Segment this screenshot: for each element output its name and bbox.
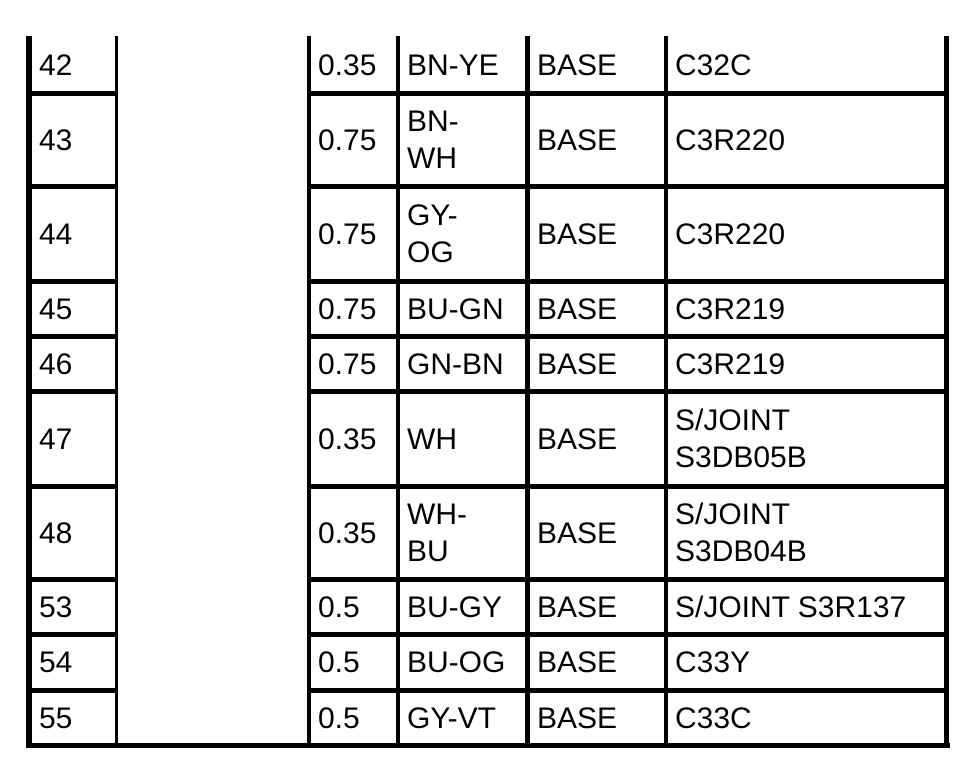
cell-color: BN-YE [407, 48, 499, 82]
row-border [29, 184, 117, 189]
cell-size: 0.35 [318, 422, 377, 456]
cell-color: GY- OG [407, 199, 458, 269]
cell-color: GY-VT [407, 701, 496, 735]
cell-color: BU-GY [407, 590, 503, 624]
cell-no: 48 [39, 516, 73, 550]
cell-no: 46 [39, 347, 73, 381]
cell-dest: C32C [675, 48, 752, 82]
cell-size: 0.5 [318, 646, 360, 679]
cell-size: 0.5 [318, 701, 360, 735]
cell-no: 43 [39, 123, 73, 157]
cell-dest: C3R220 [675, 217, 786, 251]
cell-dest: C33C [675, 701, 752, 735]
cell-type: BASE [537, 701, 618, 735]
cell-size: 0.75 [318, 347, 377, 381]
cell-type: BASE [537, 123, 618, 157]
cell-dest: C33Y [675, 646, 751, 679]
row-border [309, 184, 948, 189]
cell-size: 0.75 [318, 217, 377, 251]
row-border [309, 334, 948, 339]
row-border [309, 279, 948, 284]
table-bottom-border [26, 743, 950, 748]
cell-no: 42 [39, 48, 73, 82]
cell-type: BASE [537, 48, 618, 82]
cell-size: 0.5 [318, 590, 360, 624]
row-border [29, 389, 117, 394]
row-border [29, 91, 117, 96]
cell-type: BASE [537, 422, 618, 456]
cell-color: BN- WH [407, 105, 459, 175]
cell-size: 0.75 [318, 123, 377, 157]
cell-color: WH [407, 422, 457, 456]
cell-no: 53 [39, 590, 73, 624]
row-border [29, 334, 117, 339]
cell-dest: S/JOINT S3DB05B [675, 404, 807, 474]
cell-dest: S/JOINT S3DB04B [675, 498, 807, 568]
cell-dest: C3R220 [675, 123, 786, 157]
cell-size: 0.75 [318, 292, 377, 326]
cell-type: BASE [537, 646, 618, 679]
cell-dest: C3R219 [675, 292, 786, 326]
row-border [309, 632, 948, 637]
row-border [29, 577, 117, 582]
row-border [309, 91, 948, 96]
cell-type: BASE [537, 516, 618, 550]
cell-color: WH- BU [407, 498, 467, 568]
cell-color: GN-BN [407, 347, 504, 381]
row-border [309, 389, 948, 394]
cell-no: 55 [39, 701, 73, 735]
cell-type: BASE [537, 292, 618, 326]
cell-color: BU-OG [407, 646, 506, 679]
cell-color: BU-GN [407, 292, 504, 326]
cell-type: BASE [537, 217, 618, 251]
cell-type: BASE [537, 590, 618, 624]
cell-no: 47 [39, 422, 73, 456]
row-border [29, 484, 117, 489]
cell-dest: C3R219 [675, 347, 786, 381]
row-border [29, 279, 117, 284]
row-border [29, 688, 117, 693]
cell-type: BASE [537, 347, 618, 381]
row-border [29, 632, 117, 637]
cell-no: 54 [39, 646, 73, 679]
cell-no: 45 [39, 292, 73, 326]
row-border [309, 688, 948, 693]
cell-size: 0.35 [318, 516, 377, 550]
cell-no: 44 [39, 217, 73, 251]
cell-dest: S/JOINT S3R137 [675, 590, 907, 624]
row-border [309, 484, 948, 489]
cell-size: 0.35 [318, 48, 377, 82]
row-border [309, 577, 948, 582]
